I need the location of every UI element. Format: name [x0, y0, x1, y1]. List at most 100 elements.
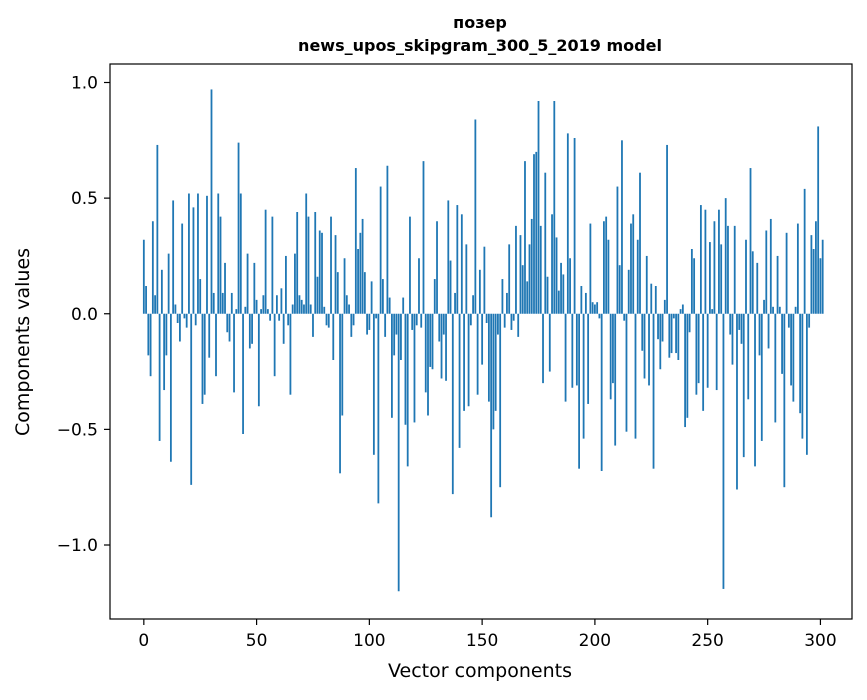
bar-275: [763, 299, 765, 314]
bar-218: [634, 313, 637, 439]
bar-273: [758, 313, 761, 356]
bar-159: [501, 279, 504, 314]
bar-93: [352, 313, 355, 326]
bar-140: [458, 313, 461, 448]
bar-32: [215, 313, 217, 377]
bar-283: [781, 313, 783, 374]
bar-17: [181, 223, 184, 314]
bar-155: [492, 313, 495, 430]
bar-125: [424, 313, 427, 393]
bar-270: [751, 251, 754, 314]
bar-213: [623, 313, 626, 321]
bar-134: [445, 313, 447, 381]
bar-132: [440, 313, 443, 379]
bar-172: [530, 218, 533, 314]
bar-57: [271, 216, 274, 314]
bar-240: [684, 313, 686, 428]
bar-201: [596, 302, 599, 314]
bar-230: [661, 313, 664, 342]
bar-229: [659, 313, 662, 370]
bar-179: [546, 276, 549, 314]
bar-5: [154, 295, 156, 314]
bar-1: [145, 286, 147, 314]
chart-subtitle: news_upos_skipgram_300_5_2019 model: [298, 36, 662, 55]
bar-series: [142, 89, 824, 592]
bar-202: [598, 313, 601, 319]
bar-3: [149, 313, 152, 377]
bar-284: [783, 313, 786, 488]
bar-120: [413, 313, 416, 423]
bar-231: [663, 299, 666, 314]
bar-51: [257, 313, 260, 407]
bar-33: [217, 193, 220, 314]
bar-26: [201, 313, 204, 404]
bar-206: [607, 239, 610, 314]
bar-290: [796, 223, 799, 314]
bar-80: [323, 306, 326, 314]
bar-208: [612, 313, 614, 384]
y-tick-label-2: 0.0: [71, 305, 98, 325]
bar-268: [747, 313, 750, 400]
bar-86: [336, 272, 339, 314]
bar-141: [460, 214, 463, 314]
bar-263: [736, 313, 738, 490]
bar-108: [386, 165, 389, 314]
bar-118: [409, 216, 411, 314]
bar-149: [478, 269, 481, 314]
x-tick-label-5: 250: [691, 631, 723, 651]
x-axis-ticks: 0 50 100 150 200 250 300: [138, 619, 837, 651]
bar-7: [158, 313, 161, 441]
bar-130: [436, 221, 438, 314]
bar-142: [463, 313, 465, 411]
bar-239: [681, 304, 684, 314]
bar-195: [582, 313, 585, 439]
bar-276: [765, 230, 768, 314]
bar-38: [228, 313, 231, 342]
bar-211: [618, 265, 621, 314]
bar-176: [539, 225, 542, 314]
bar-153: [487, 313, 490, 402]
bar-173: [533, 154, 535, 314]
bar-209: [614, 313, 617, 446]
bar-128: [431, 313, 434, 370]
bar-266: [742, 313, 745, 458]
bar-56: [269, 313, 272, 321]
bar-281: [776, 255, 779, 314]
bar-115: [402, 297, 405, 314]
bar-224: [648, 313, 650, 386]
bar-64: [287, 313, 290, 326]
y-tick-label-1: 0.5: [71, 189, 98, 209]
bar-123: [420, 313, 423, 328]
bar-6: [156, 144, 159, 314]
bar-96: [359, 232, 362, 314]
bar-79: [321, 232, 323, 314]
bar-225: [650, 283, 653, 314]
bar-205: [605, 216, 608, 314]
bar-34: [219, 216, 222, 314]
bar-215: [627, 269, 630, 314]
bar-0: [142, 239, 145, 314]
bar-44: [242, 313, 244, 434]
bar-111: [393, 313, 396, 356]
bar-66: [291, 304, 294, 314]
bar-60: [278, 313, 281, 321]
bar-285: [785, 232, 788, 314]
bar-267: [745, 239, 747, 314]
bar-183: [555, 237, 558, 314]
bar-145: [469, 313, 472, 326]
bar-152: [485, 313, 488, 323]
bar-112: [395, 313, 398, 335]
bar-262: [733, 225, 736, 314]
bar-52: [260, 309, 262, 314]
bar-50: [255, 299, 258, 314]
x-tick-label-2: 100: [353, 631, 385, 651]
bar-137: [451, 313, 454, 495]
bar-293: [803, 188, 806, 314]
bar-174: [535, 151, 538, 314]
bar-280: [774, 313, 777, 423]
bar-97: [361, 218, 364, 314]
bar-76: [314, 212, 317, 314]
bar-212: [621, 140, 623, 314]
bar-25: [199, 279, 202, 314]
